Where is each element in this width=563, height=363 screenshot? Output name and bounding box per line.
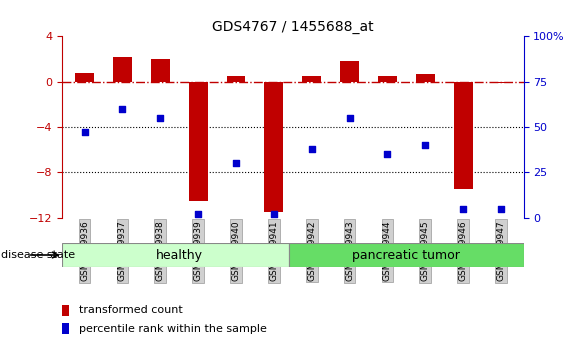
FancyBboxPatch shape [289, 243, 524, 267]
Point [194, 211, 203, 217]
Point [118, 106, 127, 112]
Point [383, 151, 392, 157]
Text: pancreatic tumor: pancreatic tumor [352, 249, 460, 261]
Point [421, 142, 430, 148]
Bar [415, 74, 435, 82]
Bar [265, 82, 283, 212]
Bar [302, 76, 321, 82]
Title: GDS4767 / 1455688_at: GDS4767 / 1455688_at [212, 20, 374, 34]
Bar [151, 59, 170, 82]
Bar [340, 61, 359, 82]
Point [156, 115, 165, 121]
Text: percentile rank within the sample: percentile rank within the sample [79, 323, 267, 334]
Bar [491, 82, 510, 83]
Text: disease state: disease state [1, 250, 75, 260]
Point [231, 160, 240, 166]
Point [345, 115, 354, 121]
Point [269, 211, 278, 217]
Point [307, 146, 316, 152]
FancyBboxPatch shape [62, 243, 289, 267]
Point [458, 206, 467, 212]
Bar [113, 57, 132, 82]
Bar [189, 82, 208, 201]
Bar [226, 76, 245, 82]
Bar [454, 82, 472, 189]
Text: transformed count: transformed count [79, 305, 182, 315]
Bar [378, 76, 397, 82]
Text: healthy: healthy [156, 249, 203, 261]
Point [497, 206, 506, 212]
Bar [75, 73, 94, 82]
Point [80, 130, 89, 135]
